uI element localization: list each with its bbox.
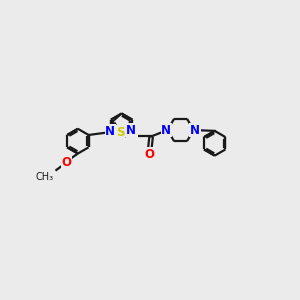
Text: N: N [105,125,115,138]
Text: O: O [62,156,72,169]
Text: S: S [116,127,125,140]
Text: CH₃: CH₃ [35,172,53,182]
Text: N: N [128,125,138,139]
Text: N: N [190,124,200,136]
Text: N: N [161,124,171,136]
Text: N: N [126,124,136,136]
Text: N: N [115,126,124,139]
Text: O: O [145,148,154,161]
